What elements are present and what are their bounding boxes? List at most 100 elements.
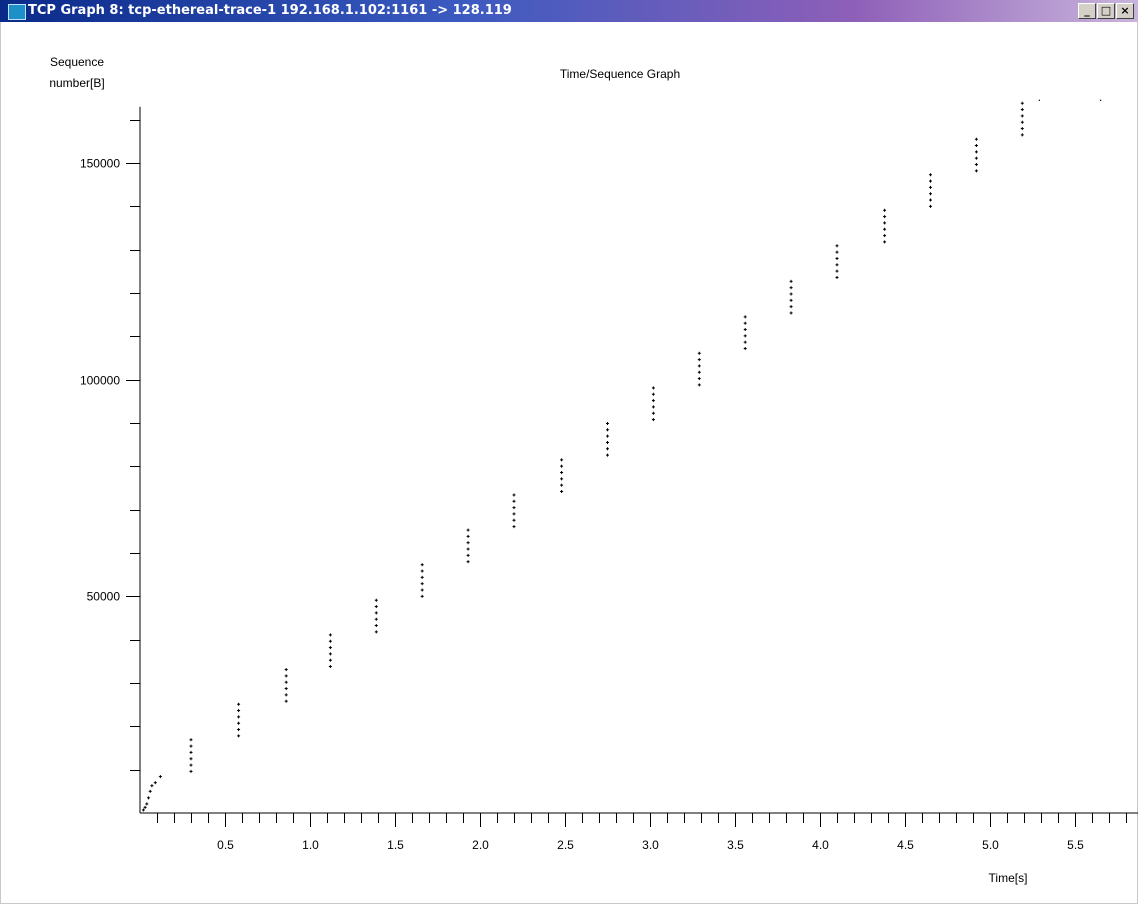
segment-marker: [651, 399, 655, 403]
segment-marker: [743, 315, 747, 319]
window-titlebar[interactable]: TCP Graph 8: tcp-ethereal-trace-1 192.16…: [0, 0, 1138, 22]
segment-marker: [512, 518, 516, 522]
segment-marker: [606, 440, 609, 444]
segment-marker: [328, 639, 332, 643]
window-title: TCP Graph 8: tcp-ethereal-trace-1 192.16…: [28, 3, 512, 18]
x-tick-label: 2.5: [557, 838, 574, 852]
segment-marker: [560, 483, 564, 487]
segment-marker: [560, 477, 564, 481]
segment-marker: [743, 321, 747, 325]
segment-marker: [466, 553, 470, 557]
segment-marker: [789, 286, 793, 290]
segment-marker: [835, 256, 839, 260]
segment-marker: [789, 311, 793, 315]
segment-marker: [560, 464, 564, 468]
segment-marker: [189, 744, 193, 748]
maximize-button[interactable]: □: [1097, 3, 1115, 19]
segment-marker: [328, 652, 332, 656]
segment-marker: [929, 179, 932, 183]
data-points: [141, 99, 1102, 812]
x-tick-label: 5.0: [982, 838, 999, 852]
x-tick-label: 4.5: [897, 838, 914, 852]
segment-marker: [697, 358, 701, 362]
segment-marker: [1020, 114, 1024, 118]
segment-marker: [651, 386, 655, 390]
segment-marker: [606, 428, 609, 432]
x-tick-label: 0.5: [217, 838, 234, 852]
segment-marker: [697, 351, 701, 355]
segment-marker: [883, 227, 887, 231]
segment-marker: [743, 347, 747, 351]
tail-point: [1038, 99, 1040, 101]
segment-marker: [512, 493, 516, 497]
close-button[interactable]: ×: [1116, 3, 1134, 19]
segment-marker: [1020, 108, 1024, 112]
segment-marker: [929, 185, 932, 189]
segment-marker: [929, 198, 932, 202]
y-tick-label: 50000: [87, 590, 121, 604]
segment-marker: [651, 411, 655, 415]
y-axis-label-line-1: Sequence: [50, 55, 104, 69]
segment-marker: [1020, 133, 1024, 137]
chart-title: Time/Sequence Graph: [560, 67, 680, 81]
segment-marker: [237, 728, 241, 732]
segment-marker: [158, 775, 162, 779]
segment-marker: [374, 605, 378, 609]
segment-marker: [929, 204, 932, 208]
segment-marker: [420, 563, 424, 567]
segment-marker: [789, 292, 793, 296]
segment-marker: [883, 221, 887, 225]
segment-marker: [189, 750, 193, 754]
segment-marker: [328, 665, 332, 669]
app-icon: [8, 4, 26, 20]
segment-marker: [883, 215, 887, 219]
segment-marker: [697, 383, 701, 387]
segment-marker: [835, 250, 839, 254]
segment-marker: [237, 715, 241, 719]
x-tick-label: 1.0: [302, 838, 319, 852]
segment-marker: [148, 789, 152, 793]
segment-marker: [153, 781, 157, 785]
segment-marker: [328, 633, 332, 637]
segment-marker: [929, 192, 932, 196]
segment-marker: [606, 421, 609, 425]
segment-marker: [189, 769, 193, 773]
segment-marker: [835, 263, 839, 267]
segment-marker: [420, 569, 424, 573]
segment-marker: [560, 489, 564, 493]
segment-marker: [651, 392, 655, 396]
segment-marker: [374, 611, 378, 615]
segment-marker: [883, 240, 887, 244]
segment-marker: [237, 709, 241, 713]
segment-marker: [237, 721, 241, 725]
y-tick-label: 100000: [80, 374, 120, 388]
segment-marker: [466, 534, 470, 538]
segment-marker: [284, 674, 288, 678]
segment-marker: [974, 137, 978, 141]
segment-marker: [974, 150, 978, 154]
segment-marker: [237, 702, 241, 706]
segment-marker: [697, 364, 701, 368]
x-tick-label: 1.5: [387, 838, 404, 852]
segment-marker: [420, 588, 424, 592]
x-tick-label: 3.0: [642, 838, 659, 852]
segment-marker: [651, 418, 655, 422]
segment-marker: [974, 144, 978, 148]
y-axis-label-line-2: number[B]: [49, 76, 104, 90]
segment-marker: [974, 156, 978, 160]
segment-marker: [606, 434, 609, 438]
segment-marker: [150, 784, 154, 788]
x-tick-label: 4.0: [812, 838, 829, 852]
segment-marker: [512, 512, 516, 516]
segment-marker: [560, 471, 564, 475]
segment-marker: [512, 506, 516, 510]
segment-marker: [284, 687, 288, 691]
segment-marker: [284, 693, 288, 697]
segment-marker: [141, 808, 145, 812]
segment-marker: [697, 377, 701, 381]
x-tick-label: 3.5: [727, 838, 744, 852]
segment-marker: [145, 802, 149, 806]
segment-marker: [974, 163, 978, 167]
segment-marker: [374, 617, 378, 621]
minimize-button[interactable]: _: [1078, 3, 1096, 19]
